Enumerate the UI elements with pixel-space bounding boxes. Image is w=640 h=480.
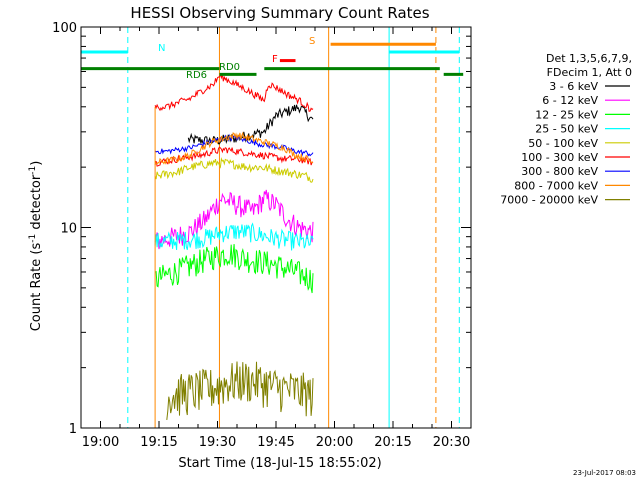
legend-entry-label: 800 - 7000 keV bbox=[514, 179, 598, 192]
series-line-upper bbox=[154, 72, 314, 112]
y-tick-label: 100 bbox=[52, 21, 77, 36]
x-tick-label: 19:00 bbox=[82, 435, 119, 450]
legend-entry-label: 12 - 25 keV bbox=[535, 108, 598, 121]
y-axis-label-sup2: -1 bbox=[28, 166, 38, 175]
legend: Det 1,3,5,6,7,9, FDecim 1, Att 0 3 - 6 k… bbox=[500, 52, 632, 207]
x-tick-label: 19:15 bbox=[140, 435, 177, 450]
legend-entry-label: 7000 - 20000 keV bbox=[500, 194, 598, 207]
y-axis-label-sup1: -1 bbox=[28, 234, 38, 243]
series-line bbox=[154, 146, 314, 167]
axes-layer: 19:00 19:15 19:30 19:45 20:00 20:15 20:30 1 10 10… bbox=[52, 21, 472, 450]
legend-entry-label: 25 - 50 keV bbox=[535, 123, 598, 136]
x-tick-label: 20:15 bbox=[374, 435, 411, 450]
annotation-n: N bbox=[158, 43, 165, 54]
legend-entry-label: 3 - 6 keV bbox=[549, 80, 598, 93]
y-tick-label: 10 bbox=[60, 222, 77, 237]
legend-entry-label: 300 - 800 keV bbox=[521, 165, 598, 178]
series-line bbox=[154, 157, 314, 183]
annotation-rd0: RD0 bbox=[219, 62, 240, 73]
x-tick-label: 19:30 bbox=[199, 435, 236, 450]
series-line bbox=[154, 131, 314, 165]
series-line bbox=[166, 361, 314, 420]
y-axis-label-end: ) bbox=[29, 161, 44, 166]
series-layer bbox=[154, 72, 314, 428]
x-axis-label: Start Time (18-Jul-15 18:55:02) bbox=[178, 456, 381, 471]
annotation-s: S bbox=[309, 36, 315, 47]
status-bars-layer bbox=[81, 42, 464, 76]
x-tick-label: 20:00 bbox=[316, 435, 353, 450]
legend-entry-label: 100 - 300 keV bbox=[521, 151, 598, 164]
series-line bbox=[154, 222, 314, 251]
y-axis-label-main: Count Rate (s bbox=[29, 243, 44, 332]
legend-header-line2: FDecim 1, Att 0 bbox=[547, 66, 632, 79]
y-axis-label-mid: detector bbox=[29, 174, 44, 234]
x-tick-label: 19:45 bbox=[257, 435, 294, 450]
annotation-rd6: RD6 bbox=[186, 70, 207, 81]
y-tick-label: 1 bbox=[69, 422, 77, 437]
legend-entry-label: 50 - 100 keV bbox=[528, 137, 598, 150]
x-tick-label: 20:30 bbox=[433, 435, 470, 450]
series-line bbox=[154, 133, 314, 157]
annotation-f: F bbox=[272, 54, 278, 65]
footer-timestamp: 23-Jul-2017 08:03 bbox=[573, 469, 636, 477]
legend-header-line1: Det 1,3,5,6,7,9, bbox=[546, 52, 632, 65]
y-axis-label: Count Rate (s-1 detector-1) bbox=[28, 161, 44, 332]
legend-entry-label: 6 - 12 keV bbox=[542, 94, 598, 107]
series-line bbox=[154, 244, 314, 294]
chart-title: HESSI Observing Summary Count Rates bbox=[130, 4, 429, 22]
